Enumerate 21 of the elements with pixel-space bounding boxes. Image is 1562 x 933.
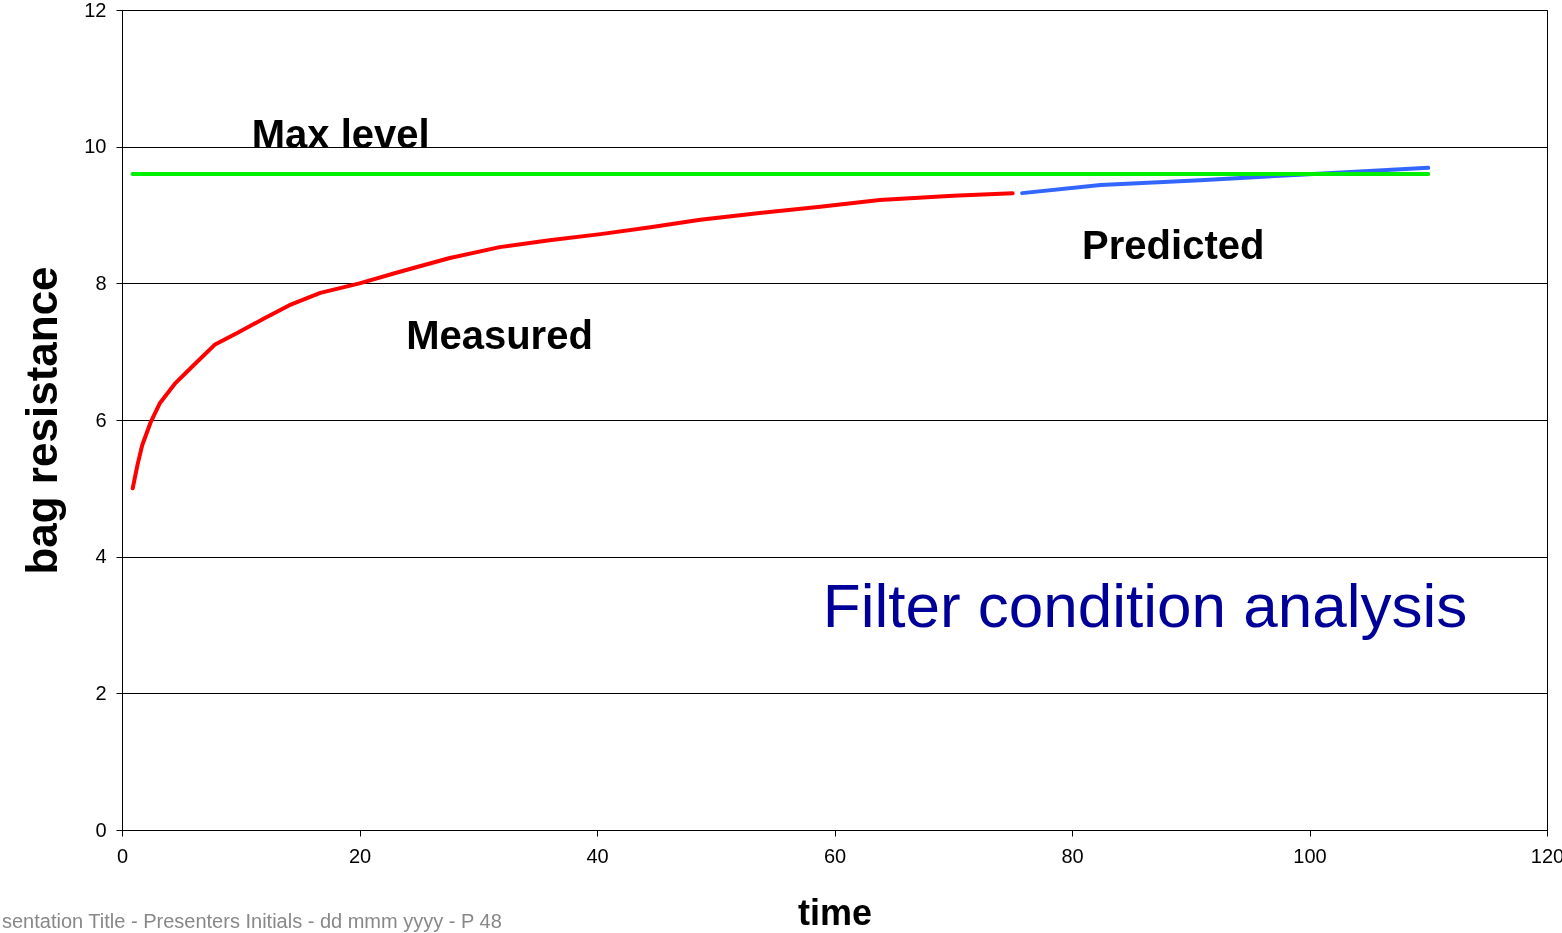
x-tick-label: 60 xyxy=(823,844,847,867)
text: Filter condition analysis xyxy=(822,571,1468,640)
x-axis-title: time xyxy=(797,891,873,933)
x-tick-label: 0 xyxy=(116,844,129,867)
text: sentation Title - Presenters Initials - dd mmm yyyy - P 48 xyxy=(2,910,502,932)
y-tick-label: 10 xyxy=(84,135,107,158)
y-tick-label: 2 xyxy=(95,681,107,704)
series-label: Measured xyxy=(406,313,593,358)
y-tick-label: 0 xyxy=(95,818,107,841)
y-tick-label: 4 xyxy=(95,545,107,568)
line-series xyxy=(130,191,1015,491)
series-label: Max level xyxy=(251,112,430,156)
x-tick-label: 20 xyxy=(348,844,372,867)
y-tick-label: 6 xyxy=(95,408,107,431)
x-tick-label: 100 xyxy=(1293,844,1327,867)
y-axis-title: bag resistance xyxy=(17,266,67,575)
x-tick-label: 40 xyxy=(586,844,609,867)
y-tick-label: 8 xyxy=(95,271,107,294)
series-label: Predicted xyxy=(1082,223,1265,268)
y-tick-label: 12 xyxy=(84,0,107,21)
x-tick-label: 80 xyxy=(1061,844,1084,867)
